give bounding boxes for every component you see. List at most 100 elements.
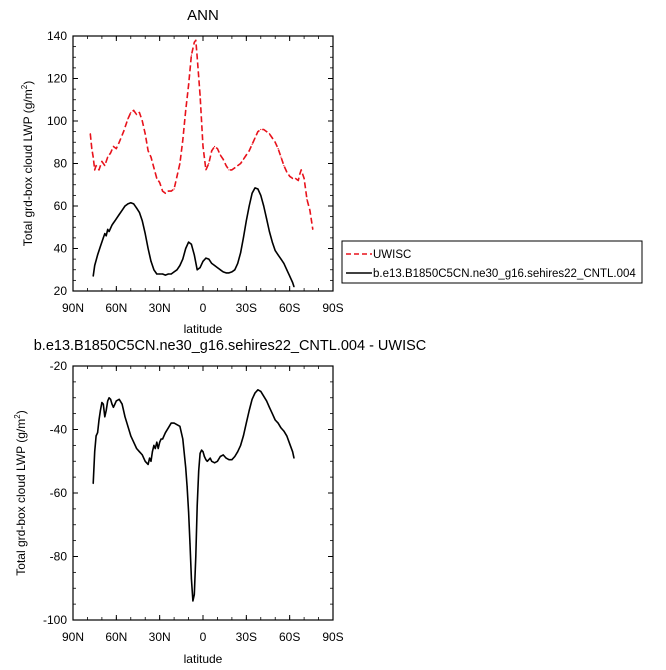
data-point xyxy=(193,594,195,596)
data-point xyxy=(111,224,113,226)
data-point xyxy=(109,398,112,400)
data-point xyxy=(260,128,262,131)
data-point xyxy=(291,451,294,453)
data-point xyxy=(202,145,204,148)
data-point xyxy=(208,162,210,165)
data-point xyxy=(219,154,221,156)
data-point xyxy=(190,578,193,580)
data-point xyxy=(286,435,288,437)
data-point xyxy=(147,247,149,250)
data-point xyxy=(135,114,138,116)
data-point xyxy=(274,419,276,421)
data-point xyxy=(225,272,227,274)
data-point xyxy=(211,150,213,152)
data-point xyxy=(263,128,265,131)
data-point xyxy=(179,162,181,165)
data-point xyxy=(251,143,253,145)
data-point xyxy=(101,401,103,404)
data-point xyxy=(202,451,204,453)
data-point xyxy=(198,470,200,472)
data-point xyxy=(112,406,115,408)
data-point xyxy=(138,451,141,453)
data-point xyxy=(147,150,149,152)
series-line-1 xyxy=(89,39,314,230)
data-point xyxy=(228,272,230,274)
data-point xyxy=(185,467,187,469)
data-point xyxy=(156,441,158,443)
data-point xyxy=(173,188,175,190)
data-point xyxy=(299,173,301,175)
series-line-2 xyxy=(92,187,295,288)
data-point xyxy=(170,422,172,424)
data-point xyxy=(187,84,190,86)
data-point xyxy=(107,156,109,158)
data-point xyxy=(239,444,242,446)
data-point xyxy=(114,220,116,222)
y-tick-label: 120 xyxy=(47,72,67,86)
data-point xyxy=(280,427,282,429)
data-point xyxy=(127,203,129,205)
data-point xyxy=(92,156,94,158)
data-point xyxy=(277,148,279,150)
data-point xyxy=(104,416,106,418)
data-point xyxy=(156,177,158,179)
data-point xyxy=(219,455,221,458)
data-point xyxy=(300,169,302,171)
data-point xyxy=(268,406,271,408)
data-point xyxy=(130,111,132,114)
y-tick-label: -100 xyxy=(43,613,67,627)
data-point xyxy=(167,427,169,429)
data-point xyxy=(196,269,198,271)
x-tick-label: 90S xyxy=(322,630,343,644)
data-point xyxy=(195,39,197,41)
x-tick-label: 30N xyxy=(149,301,171,315)
data-point xyxy=(193,254,195,256)
data-point xyxy=(199,452,201,454)
data-point xyxy=(179,425,181,427)
data-point xyxy=(124,416,126,418)
data-point xyxy=(274,141,276,143)
data-point xyxy=(205,459,207,461)
data-point xyxy=(98,419,100,421)
data-point xyxy=(91,148,93,150)
data-point xyxy=(199,94,201,97)
data-point xyxy=(105,235,107,237)
data-point xyxy=(190,243,193,245)
data-point xyxy=(138,111,141,114)
y-tick-label: -40 xyxy=(50,423,68,437)
y-axis-label-close: ) xyxy=(14,410,28,414)
legend-label: UWISC xyxy=(373,249,411,261)
y-axis-label: Total grd-box cloud LWP (g/m2) xyxy=(13,410,28,575)
data-point xyxy=(176,269,178,271)
data-point xyxy=(190,54,193,56)
data-point xyxy=(265,400,268,402)
data-point xyxy=(234,167,236,169)
data-point xyxy=(167,273,169,275)
y-axis-label: Total grd-box cloud LWP (g/m2) xyxy=(20,81,35,246)
data-point xyxy=(260,390,262,392)
data-point xyxy=(160,438,162,440)
data-point xyxy=(105,409,107,412)
data-point xyxy=(213,145,216,148)
data-point xyxy=(283,262,285,264)
data-point xyxy=(237,451,239,453)
data-point xyxy=(271,241,273,243)
data-point xyxy=(141,220,143,222)
data-point xyxy=(254,137,256,139)
data-point xyxy=(114,403,116,405)
data-point xyxy=(248,150,250,152)
data-point xyxy=(167,190,169,192)
data-point xyxy=(216,267,219,269)
data-point xyxy=(293,286,295,288)
x-tick-label: 90N xyxy=(62,630,84,644)
data-point xyxy=(312,228,314,230)
data-point xyxy=(245,422,247,424)
data-point xyxy=(219,269,221,271)
x-tick-label: 60S xyxy=(279,630,300,644)
data-point xyxy=(130,435,132,437)
data-point xyxy=(222,271,224,273)
x-axis-label: latitude xyxy=(184,652,223,666)
data-point xyxy=(245,220,247,222)
data-point xyxy=(92,275,94,277)
x-tick-label: 30N xyxy=(149,630,171,644)
